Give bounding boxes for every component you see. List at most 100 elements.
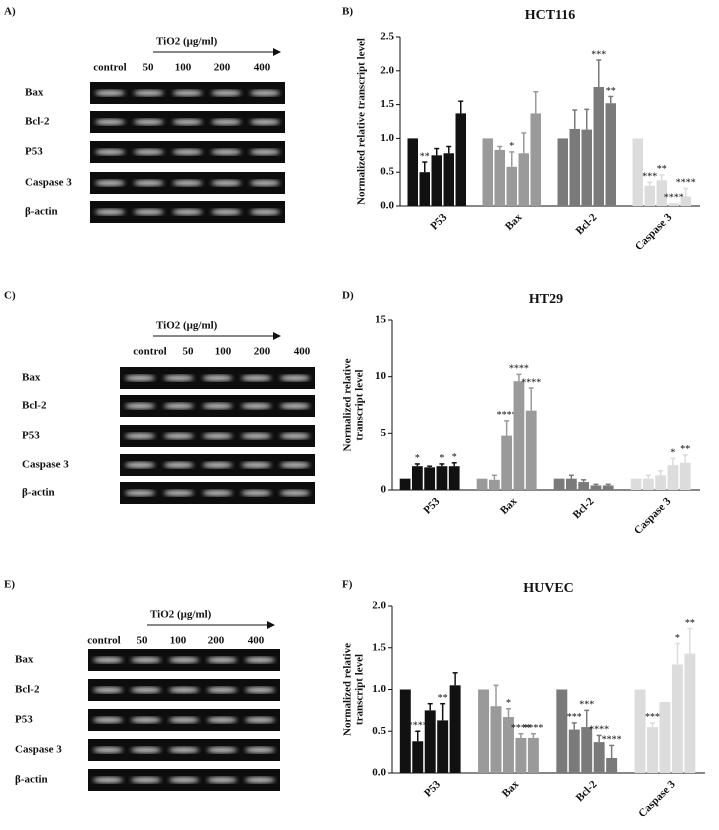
significance-label: *: [415, 453, 420, 464]
bar: [679, 462, 691, 490]
gel-band: [133, 90, 164, 96]
gel-band: [280, 375, 310, 381]
y-axis-label: Normalized relative: [342, 358, 354, 451]
bar: [530, 113, 541, 206]
significance-label: ****: [497, 410, 517, 421]
gel-band: [207, 777, 237, 783]
bar: [482, 138, 493, 206]
gel-band: [202, 462, 233, 468]
gel-band: [125, 433, 155, 439]
lane-label: 400: [254, 62, 271, 74]
gene-label: Caspase 3: [25, 177, 72, 189]
x-tick-label: Bax: [498, 495, 520, 517]
gel-band: [163, 433, 194, 439]
significance-label: ****: [589, 725, 609, 736]
gel-band: [245, 777, 275, 783]
bar: [684, 653, 696, 773]
gene-label: Bcl-2: [25, 116, 50, 128]
lane-label: 50: [183, 346, 195, 358]
bar: [655, 475, 667, 490]
gene-label: P53: [15, 714, 33, 726]
gel-band: [280, 433, 310, 439]
bar: [527, 737, 539, 773]
bar: [553, 478, 565, 490]
bar: [630, 478, 642, 490]
gel-band: [211, 119, 242, 125]
bar: [668, 203, 679, 206]
x-tick-label: P53: [421, 495, 442, 516]
significance-label: ***: [591, 49, 606, 60]
bar: [593, 87, 604, 206]
gel-band: [169, 747, 199, 753]
treatment-label: TiO2 (μg/ml): [156, 320, 218, 332]
bar: [449, 685, 461, 773]
gel-band: [241, 433, 272, 439]
gel-band: [241, 375, 272, 381]
significance-label: **: [680, 444, 690, 455]
lane-label: 50: [143, 62, 155, 74]
significance-label: *: [675, 633, 680, 644]
gel-band: [207, 657, 237, 663]
bar: [412, 741, 424, 773]
gene-label: Caspase 3: [22, 459, 69, 471]
panel-label: C): [4, 290, 16, 302]
bar: [656, 180, 667, 206]
y-axis-label: transcript level: [354, 369, 366, 440]
y-tick-label: 0.5: [372, 725, 386, 737]
lane-label: control: [87, 635, 120, 647]
gel-band: [202, 433, 233, 439]
panel-label: D): [342, 290, 354, 302]
treatment-label: TiO2 (μg/ml): [150, 609, 212, 621]
bar: [424, 710, 436, 773]
bar: [581, 129, 592, 206]
bar: [602, 485, 614, 490]
gene-label: β-actin: [15, 774, 48, 786]
y-tick-label: 15: [375, 314, 387, 326]
y-tick-label: 0.0: [380, 200, 394, 212]
bar: [513, 381, 525, 490]
x-tick-label: Caspase 3: [633, 211, 675, 253]
gel-band: [131, 717, 161, 723]
gel-band: [93, 777, 123, 783]
gel-band: [280, 490, 310, 496]
gel-band: [241, 403, 272, 409]
bar: [525, 410, 537, 490]
bar: [448, 466, 460, 490]
bar: [647, 727, 658, 773]
x-tick-label: P53: [428, 211, 449, 232]
y-tick-label: 5: [381, 427, 387, 439]
y-axis-label: Normalized relative transcript level: [356, 38, 368, 205]
panel-label: B): [342, 6, 353, 18]
significance-label: **: [606, 86, 616, 97]
gel-band: [163, 490, 194, 496]
gel-band: [163, 403, 194, 409]
gel-band: [241, 490, 272, 496]
bar: [634, 689, 646, 773]
y-axis-label: transcript level: [354, 654, 366, 725]
significance-label: *: [439, 453, 444, 464]
gel-band: [245, 687, 275, 693]
gel-band: [131, 777, 161, 783]
gel-band: [163, 375, 194, 381]
bar: [659, 702, 671, 773]
bar: [632, 138, 643, 206]
gel-band: [245, 717, 275, 723]
gel-band: [133, 119, 164, 125]
lane-label: 200: [208, 635, 225, 647]
y-tick-label: 0.0: [372, 767, 386, 779]
y-tick-label: 2.5: [380, 31, 394, 43]
y-tick-label: 0.5: [380, 166, 394, 178]
bar: [644, 185, 655, 206]
bar: [568, 729, 580, 773]
significance-label: **: [685, 618, 695, 629]
bar: [581, 727, 593, 773]
y-axis-label: Normalized relative: [342, 643, 354, 736]
bar: [399, 478, 411, 490]
gel-band: [93, 717, 123, 723]
gene-label: β-actin: [22, 487, 55, 499]
gene-label: Bcl-2: [22, 400, 47, 412]
gel-band: [125, 403, 155, 409]
bar: [399, 689, 411, 773]
bar: [518, 153, 529, 206]
gel-band: [250, 119, 280, 125]
